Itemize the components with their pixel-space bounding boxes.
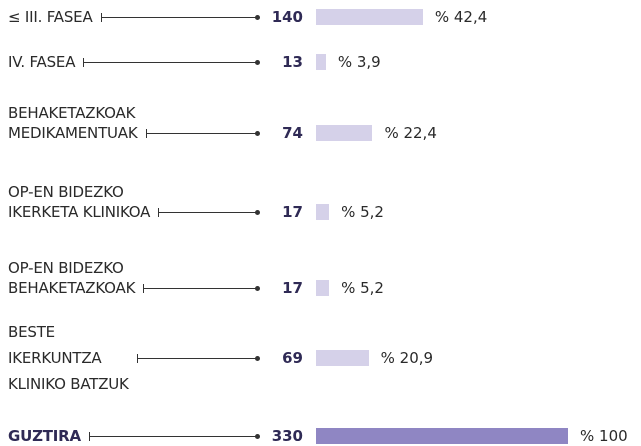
bar xyxy=(316,125,373,141)
value-label: % 20,9 xyxy=(380,349,434,367)
bar xyxy=(316,280,330,296)
connector xyxy=(146,129,260,138)
connector xyxy=(137,354,260,363)
category-label: GUZTIRA xyxy=(8,427,81,445)
value-label: % 3,9 xyxy=(337,53,381,71)
count-label: 140 xyxy=(271,8,303,26)
value-label: % 22,4 xyxy=(384,124,437,142)
category-label: OP-EN BIDEZKO BEHAKETAZKOAK xyxy=(8,259,136,297)
count-label: 69 xyxy=(282,349,303,367)
category-label: ≤ III. FASEA xyxy=(8,8,93,26)
connector xyxy=(101,13,260,22)
connector xyxy=(83,58,260,67)
bar xyxy=(316,54,326,70)
category-label: BESTE IKERKUNTZA KLINIKO BATZUK xyxy=(8,323,129,393)
count-label: 17 xyxy=(282,203,303,221)
count-label: 13 xyxy=(282,53,303,71)
bar xyxy=(316,9,423,25)
bar xyxy=(316,204,330,220)
value-label: % 100 xyxy=(580,427,628,445)
value-label: % 42,4 xyxy=(434,8,488,26)
connector xyxy=(158,208,260,217)
connector xyxy=(143,284,260,293)
count-label: 330 xyxy=(271,427,303,445)
bar xyxy=(316,350,369,366)
category-label: IV. FASEA xyxy=(8,53,76,71)
count-label: 74 xyxy=(282,124,303,142)
category-label: BEHAKETAZKOAK MEDIKAMENTUAK xyxy=(8,104,138,142)
connector xyxy=(89,432,260,441)
value-label: % 5,2 xyxy=(341,203,384,221)
count-label: 17 xyxy=(282,279,303,297)
value-label: % 5,2 xyxy=(341,279,384,297)
category-label: OP-EN BIDEZKO IKERKETA KLINIKOA xyxy=(8,183,151,221)
bar xyxy=(316,428,568,444)
